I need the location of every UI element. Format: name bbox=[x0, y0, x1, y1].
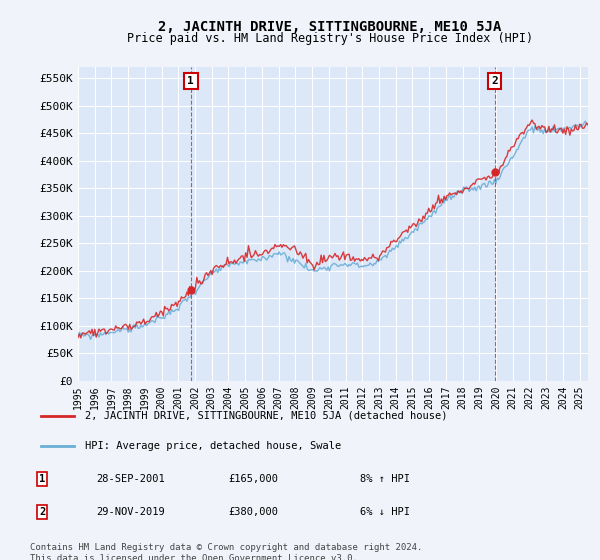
Text: £380,000: £380,000 bbox=[228, 507, 278, 517]
Text: 2: 2 bbox=[39, 507, 45, 517]
Text: Contains HM Land Registry data © Crown copyright and database right 2024.
This d: Contains HM Land Registry data © Crown c… bbox=[30, 543, 422, 560]
Text: 2, JACINTH DRIVE, SITTINGBOURNE, ME10 5JA: 2, JACINTH DRIVE, SITTINGBOURNE, ME10 5J… bbox=[158, 20, 502, 34]
Text: Price paid vs. HM Land Registry's House Price Index (HPI): Price paid vs. HM Land Registry's House … bbox=[127, 32, 533, 45]
Text: 1: 1 bbox=[187, 76, 194, 86]
Text: 1: 1 bbox=[39, 474, 45, 484]
Text: 2: 2 bbox=[491, 76, 498, 86]
Text: 8% ↑ HPI: 8% ↑ HPI bbox=[360, 474, 410, 484]
Text: 28-SEP-2001: 28-SEP-2001 bbox=[96, 474, 165, 484]
Text: £165,000: £165,000 bbox=[228, 474, 278, 484]
Text: 29-NOV-2019: 29-NOV-2019 bbox=[96, 507, 165, 517]
Text: 2, JACINTH DRIVE, SITTINGBOURNE, ME10 5JA (detached house): 2, JACINTH DRIVE, SITTINGBOURNE, ME10 5J… bbox=[85, 410, 447, 421]
Text: 6% ↓ HPI: 6% ↓ HPI bbox=[360, 507, 410, 517]
Text: HPI: Average price, detached house, Swale: HPI: Average price, detached house, Swal… bbox=[85, 441, 341, 451]
